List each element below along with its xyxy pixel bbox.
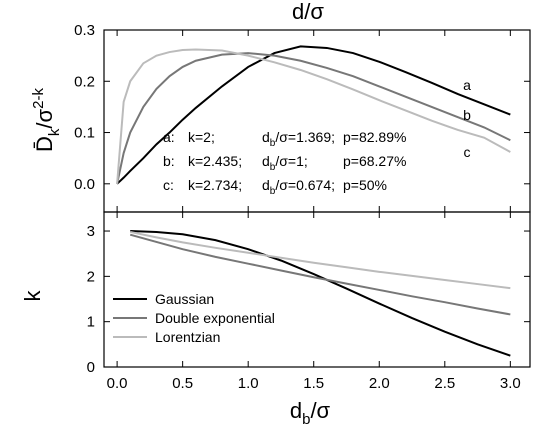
- chart-title: d/σ: [292, 0, 324, 24]
- x-label-rest: /σ: [310, 398, 330, 423]
- series-line: [116, 48, 511, 184]
- y-tick-label: 0: [87, 359, 95, 376]
- ann-ratio: /σ=1.369;: [275, 129, 335, 145]
- curve-label: a: [463, 77, 471, 93]
- ann-k: k=2.734;: [188, 177, 242, 193]
- y-axis-label: D̄k/σ2-k: [30, 88, 63, 152]
- x-tick-label: 1.0: [238, 375, 259, 392]
- ann-d: d: [262, 153, 270, 169]
- y-tick-label: 1: [87, 314, 95, 331]
- x-tick-label: 2.5: [434, 375, 455, 392]
- ann-sub: b: [270, 138, 276, 149]
- curve-label: c: [464, 144, 471, 160]
- x-tick-label: 1.5: [303, 375, 324, 392]
- ann-d: d: [262, 177, 270, 193]
- x-tick-label: 2.0: [369, 375, 390, 392]
- curve-label: b: [463, 107, 471, 123]
- y-label-rest: /σ: [32, 108, 57, 128]
- x-label-sub: b: [302, 411, 310, 427]
- ann-k: k=2;: [188, 129, 215, 145]
- y-tick-label: 0.2: [74, 73, 95, 90]
- y-tick-label: 2: [87, 268, 95, 285]
- ann-ratio: /σ=1;: [275, 153, 307, 169]
- x-axis-label: db/σ: [290, 398, 331, 427]
- series-line: [116, 52, 511, 185]
- ann-label: c:: [163, 177, 174, 193]
- plot-frame: [103, 211, 531, 368]
- x-label-main: d: [290, 398, 302, 423]
- y-tick-label: 3: [87, 223, 95, 240]
- y-tick-label: 0.1: [74, 125, 95, 142]
- ann-p: p=50%: [343, 177, 387, 193]
- ann-sub: b: [270, 186, 276, 197]
- ann-k: k=2.435;: [188, 153, 242, 169]
- legend-label: Gaussian: [155, 291, 214, 307]
- y-label-main: D̄: [32, 136, 57, 152]
- annotation: a: k=2; db/σ=1.369; p=82.89%: [163, 129, 406, 149]
- x-tick-label: 3.0: [500, 375, 521, 392]
- y-label-sub: k: [46, 128, 63, 136]
- ann-label: b:: [163, 153, 175, 169]
- y-tick-label: 0.3: [74, 22, 95, 39]
- series-line: [130, 230, 511, 357]
- y-label-sup: 2-k: [30, 88, 47, 109]
- x-tick-label: 0.0: [107, 375, 128, 392]
- ann-d: d: [262, 129, 270, 145]
- ann-p: p=82.89%: [343, 129, 406, 145]
- y-axis-label: k: [20, 290, 45, 302]
- annotation: c: k=2.734; db/σ=0.674; p=50%: [163, 177, 387, 197]
- x-tick-label: 0.5: [172, 375, 193, 392]
- annotation: b: k=2.435; db/σ=1; p=68.27%: [163, 153, 406, 173]
- y-tick-label: 0.0: [74, 176, 95, 193]
- legend-label: Double exponential: [155, 310, 275, 326]
- ann-p: p=68.27%: [343, 153, 406, 169]
- legend-label: Lorentzian: [155, 329, 220, 345]
- ann-ratio: /σ=0.674;: [275, 177, 335, 193]
- ann-label: a:: [163, 129, 175, 145]
- series-line: [129, 233, 511, 316]
- series-line: [130, 230, 511, 290]
- ann-sub: b: [270, 162, 276, 173]
